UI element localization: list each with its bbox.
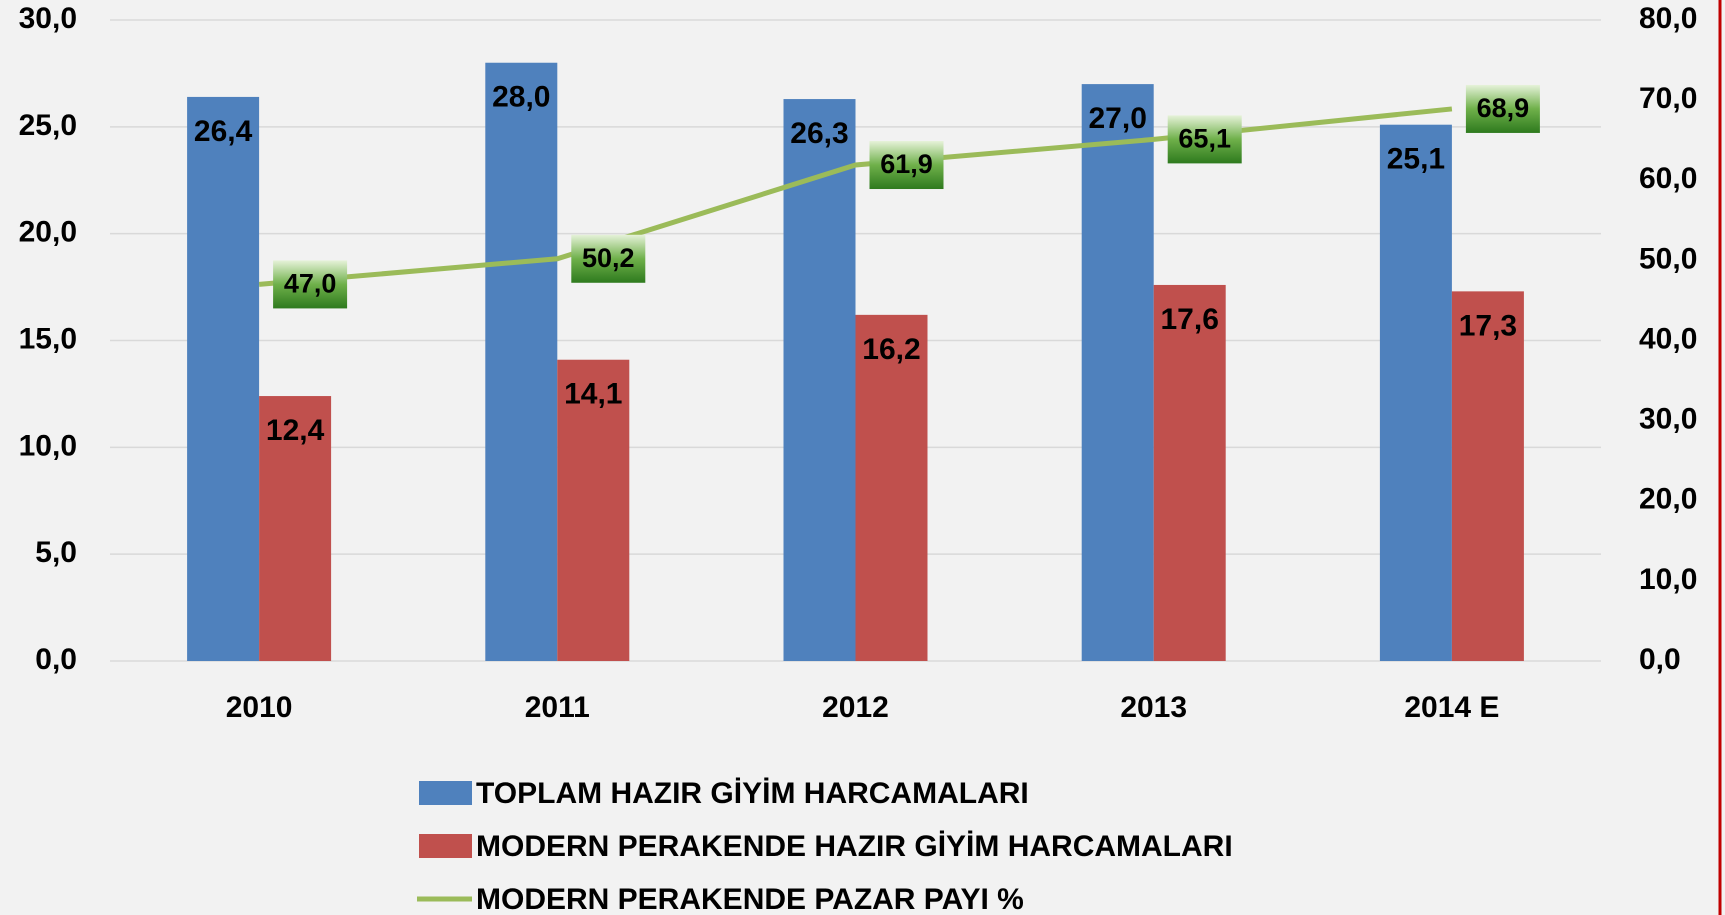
- line: [258, 106, 1453, 287]
- data-label: 47,0: [284, 269, 337, 299]
- data-label: 17,3: [1459, 309, 1517, 342]
- y2-tick-label: 70,0: [1639, 82, 1697, 115]
- data-label: 28,0: [492, 81, 550, 114]
- data-label: 27,0: [1089, 102, 1147, 135]
- data-label: 26,4: [194, 115, 253, 148]
- data-label: 50,2: [582, 243, 635, 273]
- legend-swatch: [419, 781, 472, 805]
- y-tick-label: 30,0: [19, 2, 77, 35]
- data-label: 14,1: [564, 378, 622, 411]
- data-label: 61,9: [880, 149, 933, 179]
- x-tick-label: 2014 E: [1404, 691, 1499, 724]
- bar: [187, 96, 260, 662]
- data-label: 26,3: [790, 117, 848, 150]
- data-label: 12,4: [266, 414, 325, 447]
- data-label-box: [571, 234, 646, 283]
- y-tick-label: 0,0: [35, 643, 77, 676]
- legend-label: MODERN PERAKENDE HAZIR GİYİM HARCAMALARI: [476, 830, 1233, 863]
- data-label-box: [273, 260, 348, 309]
- bar: [259, 396, 332, 661]
- y2-tick-label: 60,0: [1639, 162, 1697, 195]
- bar: [1451, 291, 1524, 661]
- y-tick-label: 20,0: [19, 216, 77, 249]
- y-tick-label: 25,0: [19, 109, 77, 142]
- y2-tick-label: 30,0: [1639, 403, 1697, 436]
- data-label-box: [869, 141, 944, 190]
- bar: [557, 359, 630, 661]
- data-label: 65,1: [1178, 124, 1231, 154]
- data-label-box: [1167, 115, 1242, 164]
- bar: [1153, 284, 1226, 661]
- y-tick-label: 15,0: [19, 322, 77, 355]
- legend-label: TOPLAM HAZIR GİYİM HARCAMALARI: [476, 777, 1029, 810]
- legend-label: MODERN PERAKENDE PAZAR PAYI %: [476, 883, 1024, 915]
- y2-tick-label: 80,0: [1639, 2, 1697, 35]
- y2-tick-label: 10,0: [1639, 563, 1697, 596]
- data-label-box: [1465, 84, 1540, 133]
- y2-tick-label: 0,0: [1639, 643, 1681, 676]
- bar: [485, 62, 558, 661]
- y2-tick-label: 50,0: [1639, 242, 1697, 275]
- y2-tick-label: 40,0: [1639, 322, 1697, 355]
- data-label: 68,9: [1477, 93, 1530, 123]
- bar: [783, 99, 856, 662]
- x-tick-label: 2011: [525, 691, 590, 724]
- x-tick-label: 2010: [226, 691, 293, 724]
- legend-swatch: [419, 834, 472, 858]
- bar: [855, 314, 928, 661]
- y-tick-label: 10,0: [19, 429, 77, 462]
- data-label: 17,6: [1161, 303, 1219, 336]
- y-tick-label: 5,0: [35, 536, 77, 569]
- x-tick-label: 2012: [822, 691, 889, 724]
- y2-tick-label: 20,0: [1639, 483, 1697, 516]
- data-label: 16,2: [862, 333, 920, 366]
- data-label: 25,1: [1387, 143, 1445, 176]
- x-tick-label: 2013: [1120, 691, 1187, 724]
- bar: [1081, 84, 1154, 662]
- bar: [1379, 124, 1452, 662]
